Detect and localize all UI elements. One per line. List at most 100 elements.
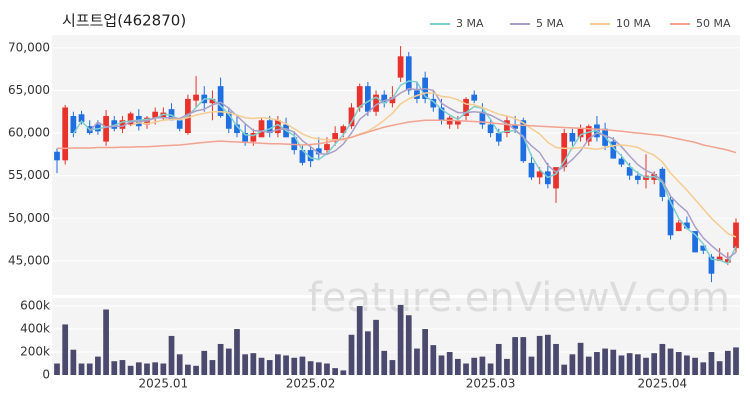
candle-body (234, 124, 240, 134)
volume-bar (569, 354, 576, 375)
candle-body (119, 120, 126, 129)
volume-bar (176, 354, 183, 375)
candle-body (414, 90, 420, 99)
candle-body (299, 150, 306, 163)
candle-body (724, 259, 731, 263)
candle-body (463, 98, 469, 116)
volume-bar (618, 355, 625, 375)
y-tick-label: 65,000 (8, 83, 50, 97)
y-tick-label: 600k (20, 299, 50, 313)
x-tick-label: 2025.02 (286, 377, 336, 391)
volume-bar (62, 324, 69, 375)
volume-bar (381, 350, 388, 375)
volume-bar (692, 357, 698, 375)
volume-bar (291, 357, 298, 375)
volume-bar (504, 358, 510, 375)
legend-label: 3 MA (456, 17, 484, 30)
volume-bar (54, 363, 60, 375)
volume-bar (373, 319, 379, 375)
candle-body (266, 120, 273, 134)
candle-body (733, 222, 739, 249)
candle-body (397, 56, 404, 78)
candle-body (275, 120, 281, 134)
volume-bar (365, 331, 371, 375)
candle-body (111, 120, 118, 129)
volume-bar (430, 345, 437, 375)
volume-bar (471, 357, 478, 375)
candle-body (553, 167, 559, 189)
candle-body (454, 120, 461, 125)
candle-body (675, 222, 682, 232)
candle-body (193, 94, 199, 101)
candle-body (160, 112, 167, 118)
y-tick-label: 45,000 (8, 253, 50, 267)
volume-bar (634, 354, 641, 375)
volume-bar (716, 361, 723, 375)
candle-body (356, 86, 363, 108)
y-tick-label: 55,000 (8, 168, 50, 182)
volume-bar (520, 337, 527, 375)
y-tick-label: 50,000 (8, 211, 50, 225)
x-tick-label: 2025.03 (466, 377, 516, 391)
volume-bar (675, 352, 682, 375)
candle-body (242, 133, 249, 142)
legend-label: 5 MA (536, 17, 564, 30)
ma-line (130, 92, 737, 238)
volume-bar (397, 304, 404, 375)
volume-bar (307, 361, 314, 375)
candle-body (667, 199, 674, 236)
candle-body (446, 117, 453, 125)
candle-body (225, 111, 232, 129)
volume-bar (356, 306, 363, 375)
volume-bar (225, 348, 232, 375)
volume-bar (78, 363, 85, 375)
volume-bar (684, 355, 690, 375)
volume-bar (144, 363, 150, 375)
volume-bar (185, 364, 191, 375)
volume-bar (242, 354, 249, 375)
candle-body (307, 150, 314, 162)
chart-title: 시프트업(462870) (62, 12, 186, 30)
volume-bar (332, 368, 339, 375)
volume-bar (659, 343, 666, 375)
volume-bar (512, 337, 518, 375)
candle-body (577, 128, 584, 138)
candle-body (332, 133, 339, 142)
candle-body (569, 133, 576, 142)
candle-body (495, 133, 502, 142)
candle-body (389, 97, 396, 104)
y-tick-label: 0 (42, 368, 50, 382)
volume-bar (626, 353, 633, 375)
volume-bar (168, 335, 175, 375)
volume-bar (70, 349, 77, 375)
volume-bar (594, 352, 600, 375)
candle-body (250, 133, 257, 142)
volume-bar (389, 360, 396, 375)
volume-bar (585, 356, 592, 375)
candle-body (504, 120, 510, 134)
volume-bar (495, 343, 502, 375)
volume-bar (602, 348, 608, 375)
volume-bar (315, 362, 322, 375)
candle-body (324, 144, 330, 151)
volume-bar (340, 370, 347, 375)
candle-body (62, 107, 69, 161)
volume-bar (234, 329, 240, 375)
candle-body (536, 171, 543, 178)
volume-bar (103, 309, 109, 375)
candle-body (78, 114, 85, 122)
legend-label: 10 MA (616, 17, 651, 30)
volume-bar (283, 355, 289, 375)
volume-bar (528, 356, 535, 375)
volume-bar (553, 343, 559, 375)
volume-bar (536, 335, 543, 375)
volume-bar (544, 334, 551, 375)
candle-body (373, 94, 379, 112)
candle-body (315, 148, 322, 155)
y-tick-label: 200k (20, 345, 50, 359)
volume-bar (86, 363, 93, 375)
candle-body (684, 222, 690, 229)
volume-bar (250, 353, 257, 375)
candle-body (152, 111, 159, 118)
